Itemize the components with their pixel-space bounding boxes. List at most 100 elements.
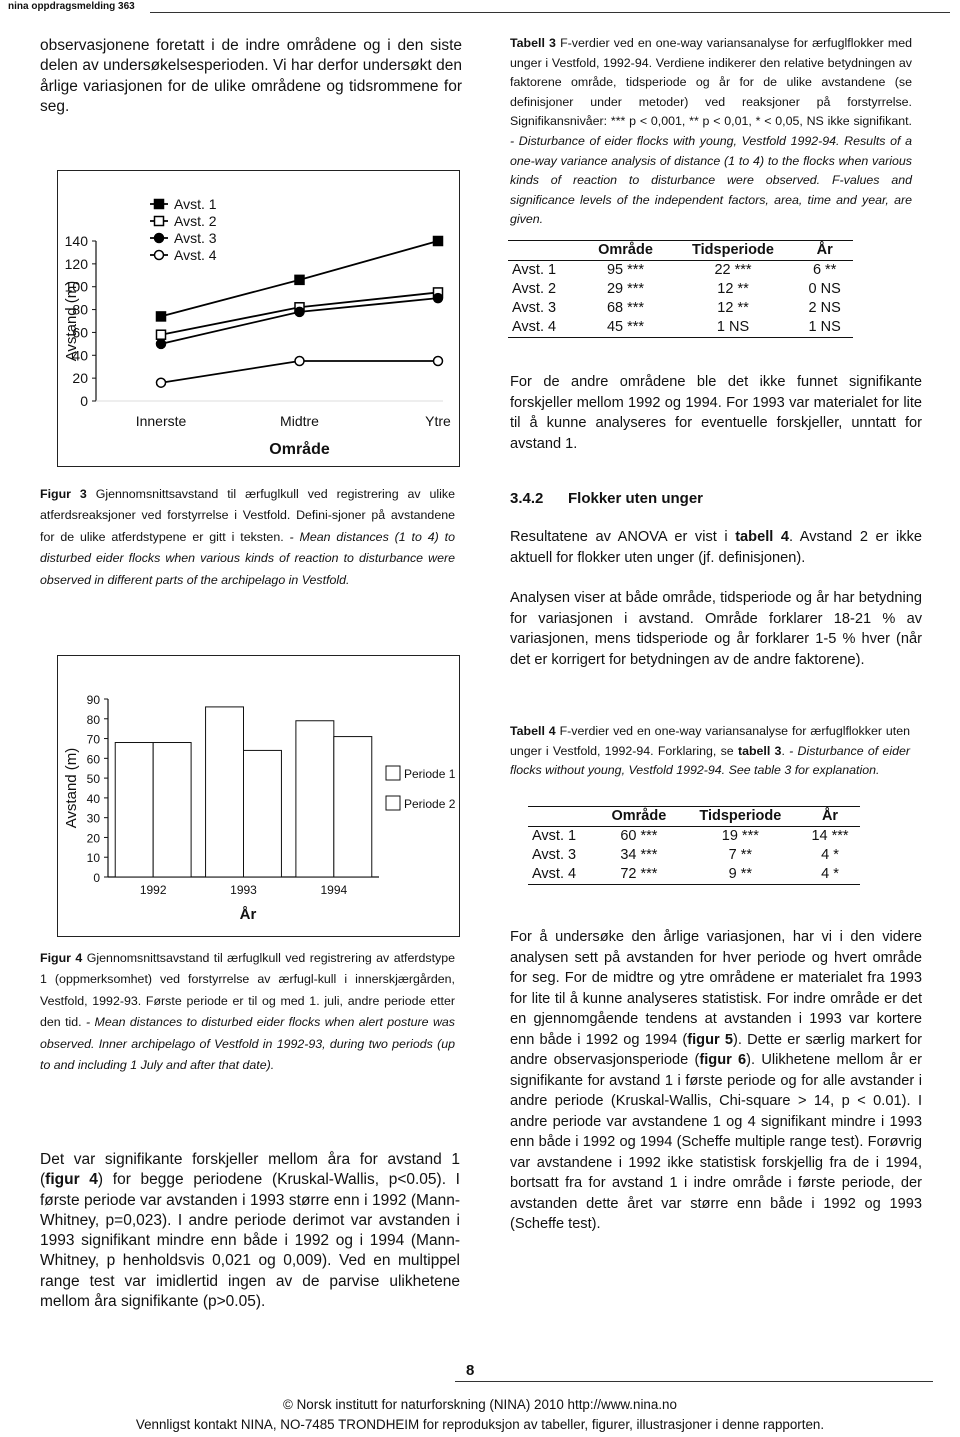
table-cell: 4 * — [800, 865, 860, 885]
figure-ref: figur 4 — [45, 1171, 98, 1189]
header-cell: Område — [581, 240, 670, 261]
row-label: Avst. 2 — [512, 281, 557, 297]
table-cell: 95 *** — [606, 262, 645, 278]
y-axis-label: Avstand (m) — [63, 748, 80, 829]
table-cell: 14 *** — [811, 828, 849, 844]
table-row: Avst. 2 29 *** 12 ** 0 NS — [508, 280, 853, 299]
paragraph: observasjonene foretatt i de indre områd… — [40, 37, 462, 115]
legend-swatch — [385, 765, 401, 781]
y-tick-label: 140 — [65, 233, 89, 249]
figure-caption: Figur 4 Gjennomsnittsavstand til ærfuglk… — [40, 948, 455, 1076]
section-title: Flokker uten unger — [568, 490, 704, 507]
header-row: Område Tidsperiode År — [528, 806, 860, 827]
x-axis-label: År — [240, 906, 257, 923]
header-cell: Tidsperiode — [669, 240, 797, 261]
caption-english: - Disturbance of eider flocks with young… — [510, 133, 912, 227]
bar — [152, 742, 192, 878]
table-cell: 0 NS — [808, 281, 841, 297]
header-cell: Tidsperiode — [680, 806, 801, 827]
x-tick-label: Ytre — [425, 413, 451, 429]
text: ). Dette er særlig markert for andre obs… — [510, 1031, 922, 1069]
bar — [333, 736, 373, 878]
table-cell: 34 *** — [620, 847, 658, 863]
header-cell — [528, 806, 598, 827]
figure-ref: figur 6 — [699, 1052, 747, 1068]
marker — [155, 329, 167, 340]
y-tick-label: 40 — [72, 347, 88, 363]
row-label: Avst. 1 — [532, 828, 577, 844]
table-cell: 19 *** — [721, 828, 759, 844]
legend-label: Periode 1 — [404, 767, 456, 781]
table-row: Avst. 3 34 *** 7 ** 4 * — [528, 846, 860, 865]
legend-label: Periode 2 — [404, 797, 456, 811]
table-cell: 1 NS — [669, 318, 797, 338]
table-row: Avst. 4 72 *** 9 ** 4 * — [528, 865, 860, 885]
y-tick-label: 80 — [72, 302, 88, 318]
paragraph: Analysen viser at både område, tidsperio… — [510, 590, 922, 668]
table-caption: Tabell 4 F-verdier ved en one-way varian… — [510, 722, 910, 781]
text: Det var signifikante forskjeller mellom … — [40, 1151, 460, 1189]
caption-english: - Mean distances (1 to 4) to disturbed e… — [40, 529, 455, 587]
marker — [294, 306, 305, 318]
table-cell: 7 ** — [728, 847, 753, 863]
caption-label: Tabell 4 — [510, 724, 556, 738]
x-tick-label: 1993 — [230, 883, 257, 897]
caption-english: - Mean distances to disturbed eider floc… — [40, 1015, 455, 1073]
caption-text: . — [781, 743, 785, 758]
text: ) for begge periodene (Kruskal-Wallis, p… — [40, 1171, 460, 1311]
footer-line: © Norsk institutt for naturforskning (NI… — [283, 1397, 677, 1412]
table-caption: Tabell 3 F-verdier ved en one-way varian… — [510, 34, 912, 230]
text: ). Ulikhetene mellom år er signifikante … — [510, 1052, 923, 1232]
x-tick-label: Midtre — [280, 413, 319, 429]
row-label: Avst. 1 — [512, 262, 557, 278]
caption-label: Figur 4 — [40, 951, 83, 965]
paragraph: Resultatene av ANOVA er vist i tabell 4.… — [510, 527, 922, 568]
table-cell: 2 NS — [808, 300, 841, 316]
table-row: Avst. 4 45 *** 1 NS 1 NS — [508, 318, 853, 338]
row-label: Avst. 4 — [528, 865, 598, 885]
table-ref: tabell 4 — [735, 529, 789, 545]
header-row: Område Tidsperiode År — [508, 240, 853, 261]
marker — [155, 311, 167, 322]
caption-label: Tabell 3 — [510, 36, 556, 50]
marker — [155, 377, 167, 388]
marker — [294, 274, 305, 286]
footer-line: Vennligst kontakt NINA, NO-7485 TRONDHEI… — [135, 1417, 825, 1432]
y-tick-label: 70 — [87, 733, 101, 747]
y-tick-label: 90 — [87, 693, 101, 707]
y-axis-label: Avstand (m) — [63, 281, 80, 362]
legend-marker — [153, 215, 165, 227]
y-tick-label: 100 — [65, 279, 89, 295]
table-row: Avst. 1 60 *** 19 *** 14 *** — [528, 827, 860, 847]
table-cell: 12 ** — [717, 281, 749, 297]
running-header: nina oppdragsmelding 363 — [8, 1, 135, 12]
row-label: Avst. 3 — [532, 847, 577, 863]
table-cell: 12 ** — [717, 300, 749, 316]
text: . Avstand 2 er ikke aktuell for flokker … — [510, 529, 922, 566]
table-cell: 68 *** — [606, 300, 645, 316]
table-row: Avst. 3 68 *** 12 ** 2 NS — [508, 299, 853, 318]
bar — [205, 706, 244, 878]
row-label: Avst. 3 — [512, 300, 557, 316]
caption-english: - Disturbance of eider flocks without yo… — [510, 743, 910, 778]
figure-caption: Figur 3 Gjennomsnittsavstand til ærfuglk… — [40, 484, 455, 591]
y-tick-label: 60 — [72, 324, 88, 340]
header-rule — [150, 12, 950, 13]
y-tick-label: 50 — [87, 772, 101, 786]
caption-text: Gjennomsnittsavstand til ærfuglkull ved … — [40, 951, 455, 1030]
table-cell: 29 *** — [606, 281, 645, 297]
table-cell: 72 *** — [597, 865, 681, 885]
x-axis-label: Område — [269, 440, 330, 458]
header-cell: Område — [597, 806, 681, 827]
table-body: Avst. 1 95 *** 22 *** 6 ** Avst. 2 29 *** 12 *… — [508, 261, 853, 338]
x-tick-label: Innerste — [136, 413, 187, 429]
y-tick-label: 80 — [87, 713, 101, 727]
table-ref: tabell 3 — [737, 743, 782, 758]
marker — [155, 338, 167, 350]
bar-chart: 0 10 20 30 40 50 60 70 80 90 Avstand (m) 1992 1993 19… — [63, 693, 456, 923]
bar — [114, 742, 154, 878]
text: For å undersøke den årlige variasjonen, … — [510, 929, 922, 1048]
bar — [243, 749, 282, 878]
